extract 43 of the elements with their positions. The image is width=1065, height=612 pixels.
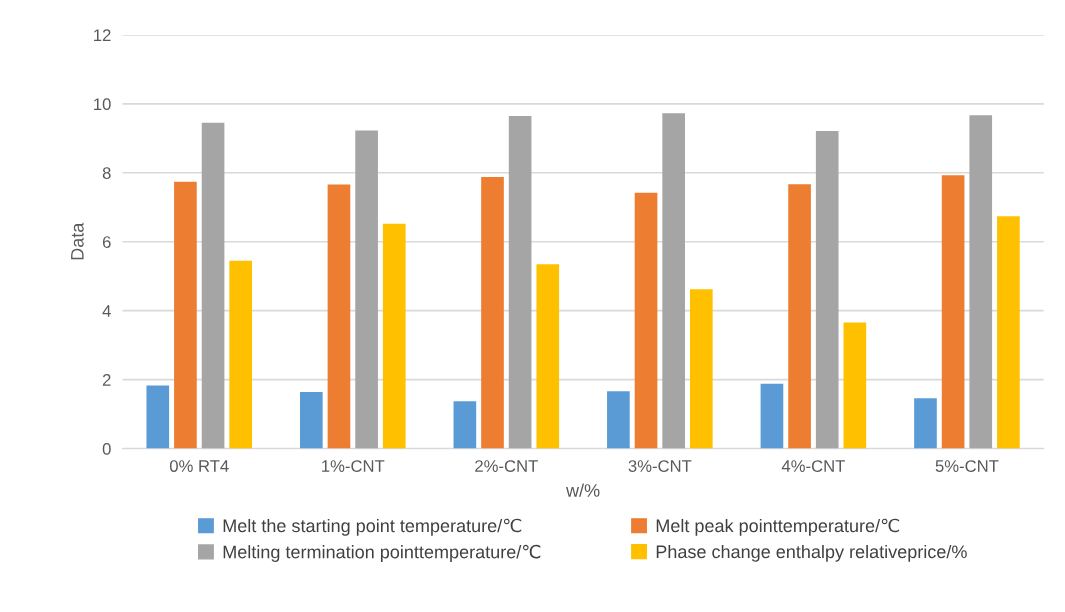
- x-tick-label: 4%-CNT: [781, 460, 845, 472]
- bar: [229, 260, 253, 449]
- bar: [508, 115, 532, 449]
- bar: [914, 398, 937, 449]
- y-tick-label: 6: [102, 236, 111, 248]
- bar: [201, 122, 225, 449]
- legend-label: Phase change enthalpy relativeprice/%: [656, 544, 967, 562]
- bar: [788, 184, 811, 449]
- y-tick-label: 10: [94, 98, 111, 111]
- y-tick-label: 2: [102, 374, 111, 386]
- bar: [969, 115, 993, 449]
- bar: [382, 223, 406, 449]
- bar: [634, 192, 658, 449]
- legend-label: Melt peak pointtemperature/℃: [656, 518, 900, 536]
- legend-label: Melting termination pointtemperature/℃: [223, 544, 541, 562]
- bar: [481, 176, 504, 449]
- y-tick-label: 4: [102, 305, 111, 317]
- bar: [146, 385, 170, 449]
- bar: [607, 391, 630, 449]
- bar: [453, 401, 477, 449]
- bar: [760, 383, 784, 449]
- y-tick-label: 12: [94, 29, 111, 41]
- x-axis-title: w/%: [566, 483, 600, 497]
- x-tick-label: 3%-CNT: [628, 460, 692, 472]
- bar: [327, 184, 351, 449]
- x-tick-label: 5%-CNT: [935, 460, 999, 472]
- bar: [355, 130, 378, 449]
- bar: [300, 392, 323, 449]
- x-tick-label: 2%-CNT: [475, 460, 538, 472]
- bar: [941, 175, 965, 449]
- bar: [536, 264, 560, 449]
- x-tick-label: 0% RT4: [169, 460, 229, 472]
- bar: [843, 322, 867, 449]
- bar: [174, 181, 197, 449]
- bar: [689, 289, 713, 449]
- y-axis-title: Data: [71, 222, 84, 260]
- y-tick-label: 8: [102, 167, 111, 179]
- bar: [662, 113, 686, 449]
- y-tick-label: 0: [102, 443, 111, 455]
- x-tick-label: 1%-CNT: [322, 460, 385, 472]
- legend-label: Melt the starting point temperature/℃: [223, 518, 522, 536]
- bar: [815, 131, 839, 449]
- bar: [997, 216, 1020, 449]
